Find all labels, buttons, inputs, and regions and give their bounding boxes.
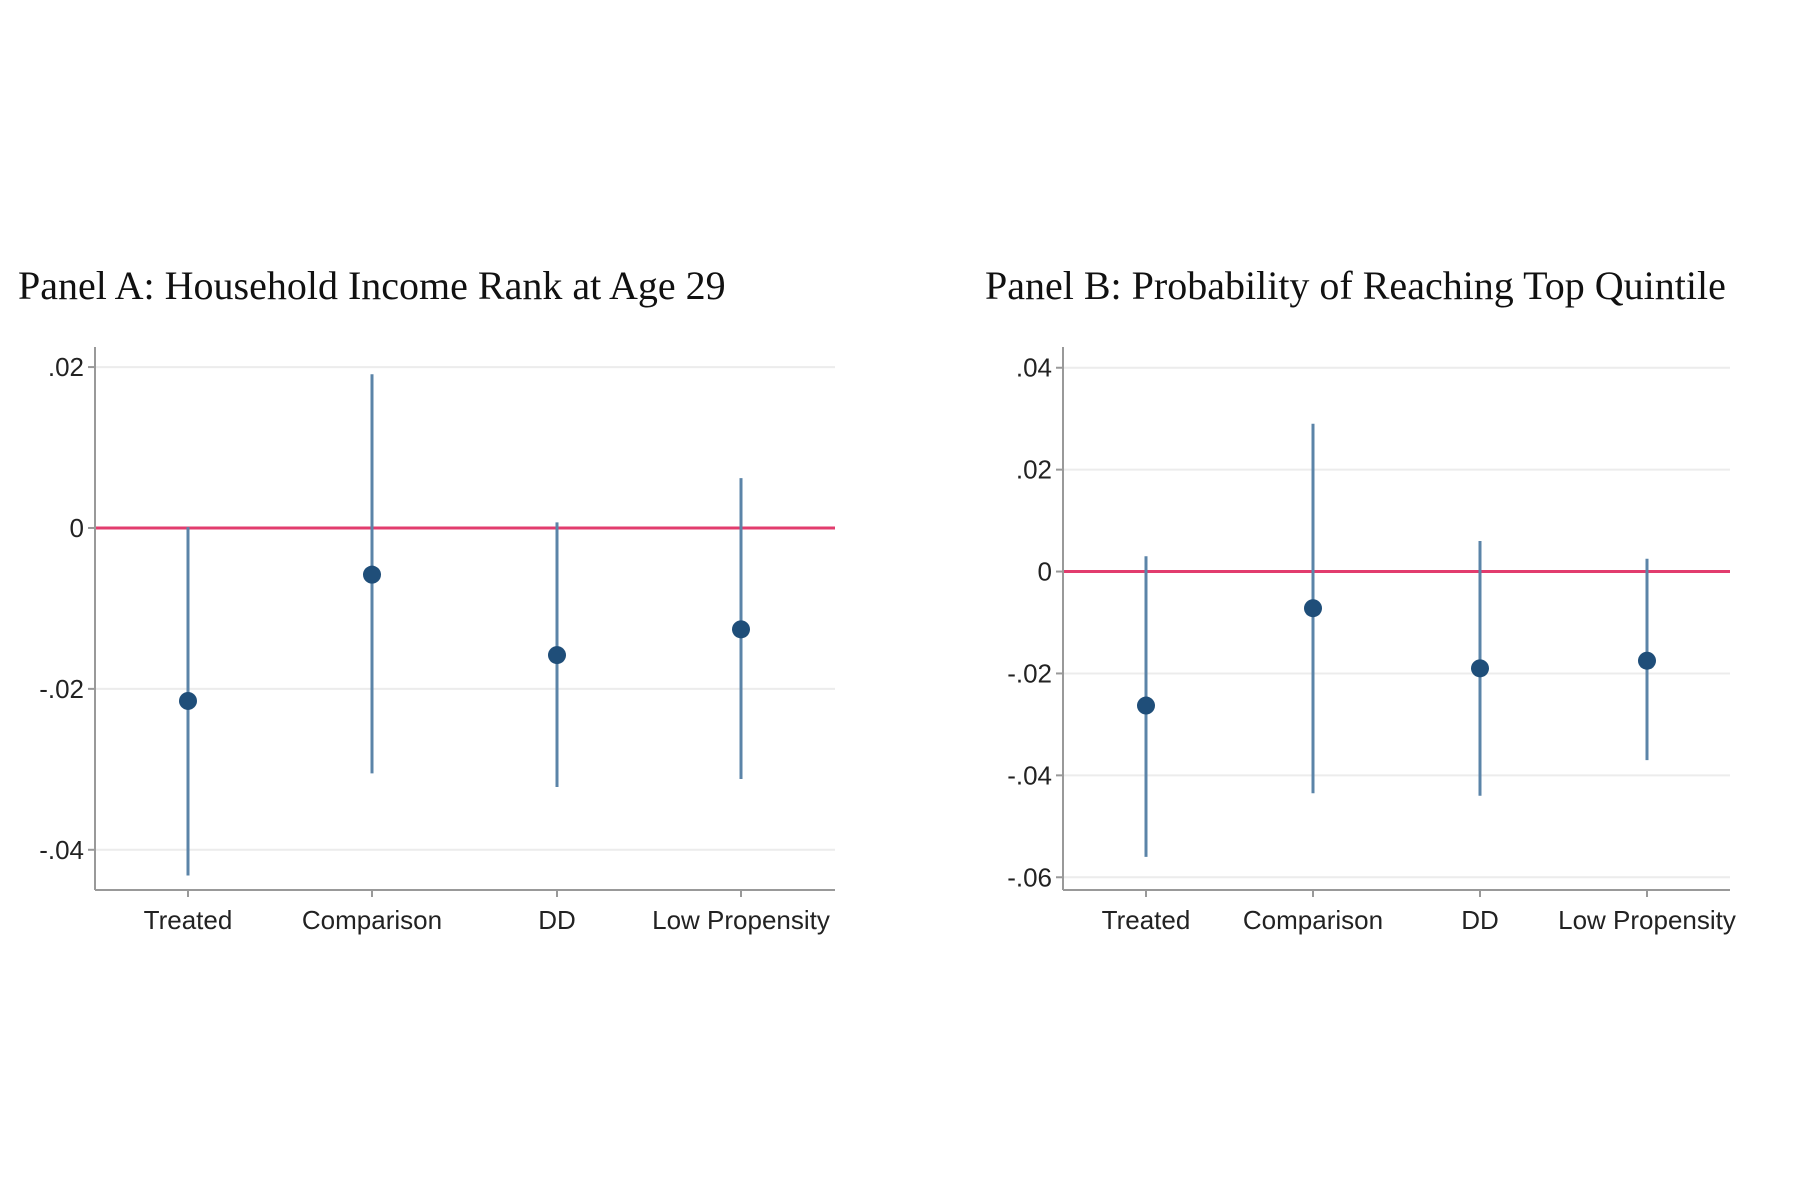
panel-b-point	[1638, 651, 1656, 670]
panel-a-title: Panel A: Household Income Rank at Age 29	[18, 263, 726, 308]
panel-b-y-tick-label: -.06	[1007, 862, 1052, 892]
panel-a-x-tick-label: Treated	[144, 905, 233, 935]
panel-b-y-tick-label: -.04	[1007, 760, 1052, 790]
panel-b-x-tick-label: DD	[1461, 905, 1499, 935]
panel-b-y-tick-label: .04	[1016, 353, 1052, 383]
panel-b-point	[1304, 599, 1322, 618]
panel-a-y-tick-label: .02	[48, 352, 84, 382]
panel-b-point	[1137, 696, 1155, 715]
panel-b-point	[1471, 659, 1489, 678]
panel-b-x-tick-label: Comparison	[1243, 905, 1383, 935]
panel-a-point	[179, 691, 197, 710]
panel-b-title: Panel B: Probability of Reaching Top Qui…	[985, 263, 1726, 308]
panel-a-y-tick-label: -.02	[39, 674, 84, 704]
panel-a-point	[732, 620, 750, 639]
panel-a-y-tick-label: 0	[70, 513, 84, 543]
panel-a-x-tick-label: Comparison	[302, 905, 442, 935]
panel-a-x-tick-label: DD	[538, 905, 576, 935]
panel-a-point	[363, 565, 381, 584]
panel-b-x-tick-label: Low Propensity	[1558, 905, 1736, 935]
panel-a-x-tick-label: Low Propensity	[652, 905, 830, 935]
panel-b-y-tick-label: -.02	[1007, 658, 1052, 688]
panel-b-y-tick-label: .02	[1016, 455, 1052, 485]
panel-a-y-tick-label: -.04	[39, 835, 84, 865]
panel-b-x-tick-label: Treated	[1102, 905, 1191, 935]
panel-b-y-tick-label: 0	[1038, 557, 1052, 587]
panel-a-point	[548, 646, 566, 665]
